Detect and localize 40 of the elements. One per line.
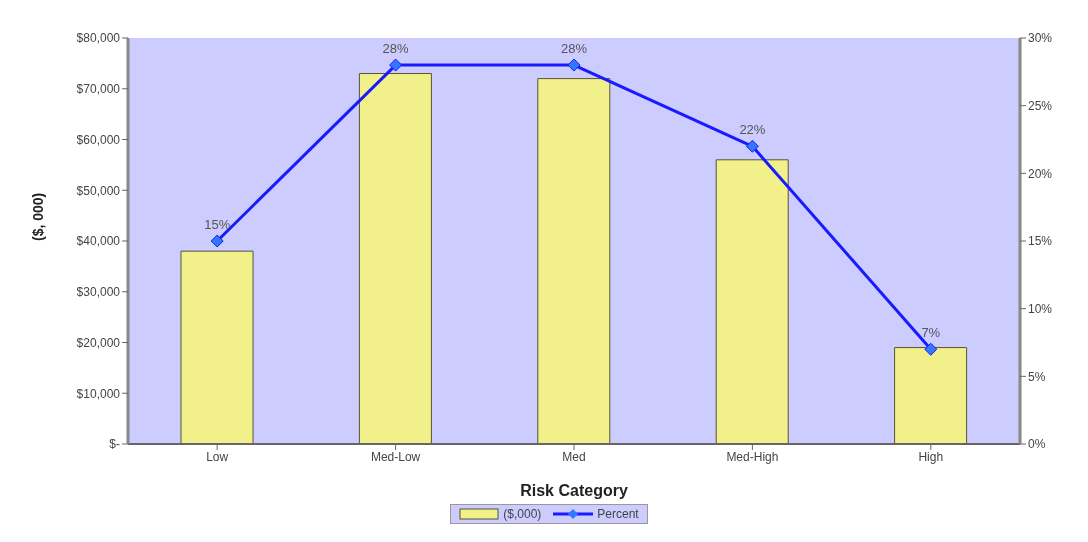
- x-tick-label: Low: [206, 449, 229, 464]
- y-tick-label: $50,000: [76, 183, 121, 198]
- point: [210, 234, 224, 248]
- data-label: 15%: [204, 217, 231, 232]
- y-tick-label: $80,000: [76, 31, 121, 46]
- point: [389, 58, 403, 72]
- y2-tick-label: 15%: [1028, 234, 1053, 249]
- y2-tick-label: 20%: [1028, 166, 1053, 181]
- data-label: 7%: [921, 325, 941, 341]
- bar: [894, 347, 968, 444]
- bar: [358, 73, 432, 444]
- x-tick-label: Med-Low: [370, 449, 421, 464]
- point: [745, 139, 759, 153]
- legend-label: Percent: [597, 507, 639, 521]
- y2-tick-label: 30%: [1028, 31, 1053, 46]
- x-tick-label: Med-High: [726, 449, 779, 464]
- bar: [180, 250, 254, 444]
- y2-tick-label: 25%: [1028, 98, 1053, 113]
- y-tick-label: $40,000: [76, 234, 121, 249]
- y-tick-label: $60,000: [76, 132, 121, 147]
- x-tick-label: Med: [562, 449, 586, 464]
- bar: [537, 78, 611, 444]
- legend-label: ($,000): [503, 507, 542, 521]
- point: [924, 342, 938, 356]
- y-tick-label: $70,000: [76, 82, 121, 97]
- point: [567, 58, 581, 72]
- x-axis-title: Risk Category: [520, 482, 628, 499]
- x-tick-label: High: [918, 449, 944, 464]
- y-tick-label: $20,000: [76, 335, 121, 350]
- data-label: 22%: [739, 122, 766, 138]
- y-tick-label: $30,000: [76, 285, 121, 300]
- data-label: 28%: [560, 41, 588, 57]
- y2-tick-label: 5%: [1028, 369, 1046, 384]
- y-axis-title: ($, 000): [29, 192, 46, 241]
- y-tick-label: $-: [109, 437, 120, 452]
- data-label: 28%: [382, 41, 410, 57]
- y2-tick-label: 0%: [1028, 437, 1046, 452]
- bar: [715, 159, 789, 444]
- y2-tick-label: 10%: [1028, 301, 1053, 316]
- y-tick-label: $10,000: [76, 386, 121, 401]
